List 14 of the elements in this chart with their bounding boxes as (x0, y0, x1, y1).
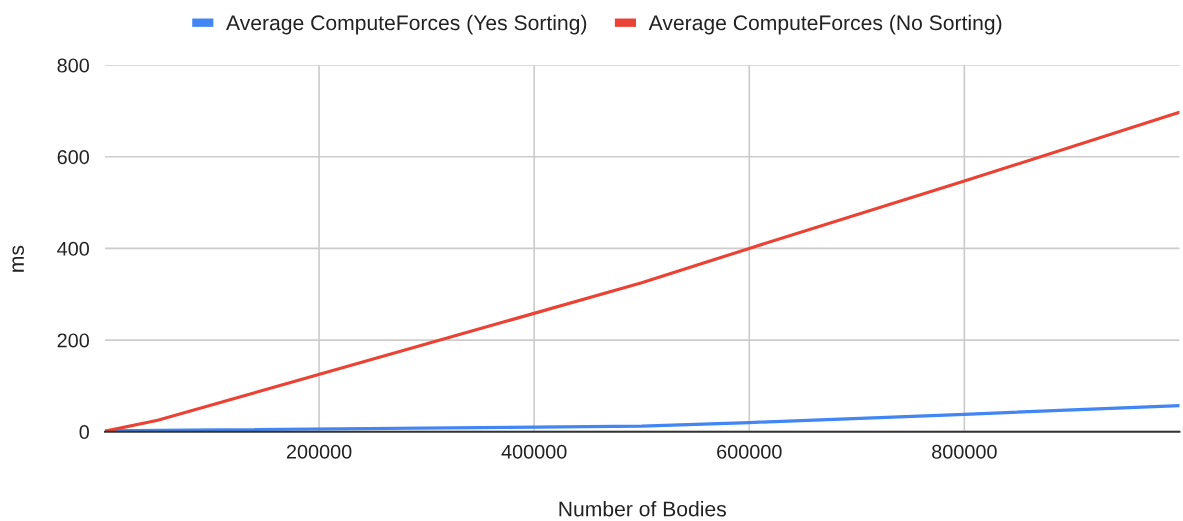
y-tick-label: 600 (57, 150, 89, 165)
legend-label: Average ComputeForces (No Sorting) (648, 14, 1002, 35)
x-tick-label: 800000 (932, 444, 997, 459)
y-tick-label: 400 (57, 241, 89, 256)
legend-label: Average ComputeForces (Yes Sorting) (226, 14, 587, 35)
y-axis-title: ms (12, 245, 25, 272)
x-tick-label: 600000 (717, 444, 782, 459)
x-axis-title: Number of Bodies (559, 500, 726, 517)
line-series (105, 110, 1180, 432)
y-tick-label: 800 (57, 58, 89, 73)
x-tick-label: 200000 (286, 444, 352, 459)
y-tick-label: 0 (79, 425, 89, 440)
x-tick-label: 400000 (501, 444, 567, 459)
y-tick-label: 200 (57, 333, 89, 348)
